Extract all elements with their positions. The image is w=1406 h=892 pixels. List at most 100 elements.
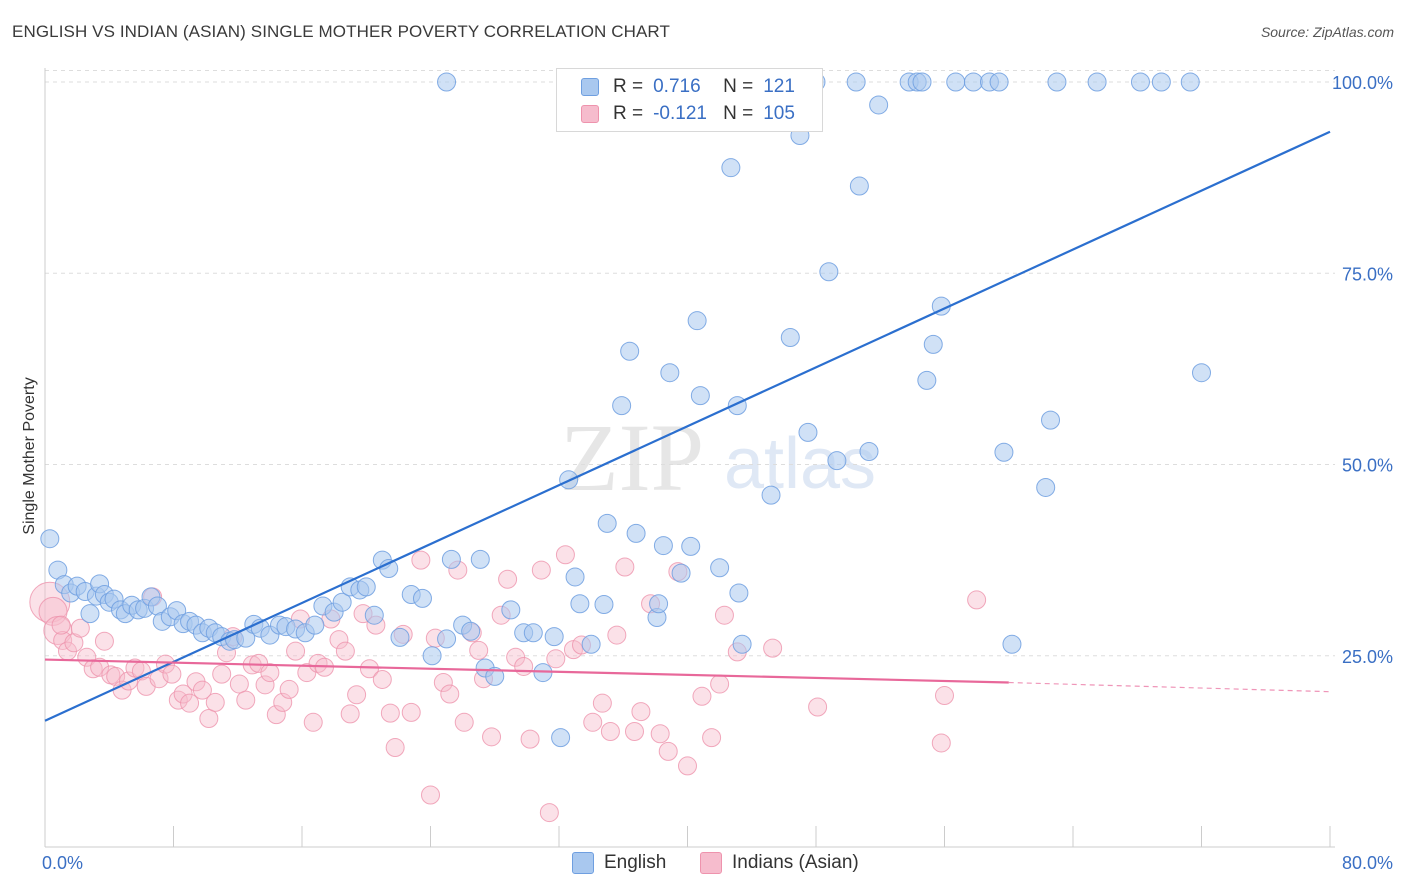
english-point bbox=[364, 605, 384, 625]
english-point bbox=[780, 328, 800, 348]
english-point bbox=[732, 634, 752, 654]
indian-point bbox=[372, 669, 392, 689]
english-point bbox=[1180, 72, 1200, 92]
english-point bbox=[671, 563, 691, 583]
english-point bbox=[1036, 477, 1056, 497]
chart-title: ENGLISH VS INDIAN (ASIAN) SINGLE MOTHER … bbox=[12, 22, 670, 41]
y-tick-label: 100.0% bbox=[1332, 73, 1393, 93]
indian-point bbox=[678, 756, 697, 776]
watermark: ZIP atlas bbox=[560, 404, 876, 511]
bottom-legend-indian: Indians (Asian) bbox=[700, 852, 859, 874]
indian-point bbox=[77, 647, 97, 667]
indian-point bbox=[624, 721, 644, 741]
indian-point bbox=[631, 702, 651, 722]
english-point bbox=[1130, 72, 1150, 92]
english-point bbox=[570, 594, 590, 614]
indian-point bbox=[615, 557, 635, 577]
indian-point bbox=[335, 641, 355, 661]
watermark-zip: ZIP bbox=[560, 404, 704, 511]
indian-point bbox=[546, 649, 566, 669]
english-point bbox=[687, 311, 707, 331]
indian-point bbox=[440, 684, 460, 704]
indian-swatch bbox=[700, 852, 722, 874]
english-legend-label: English bbox=[604, 852, 667, 873]
english-r-value: 0.716 bbox=[653, 76, 701, 97]
english-point bbox=[798, 422, 818, 442]
indian-point bbox=[514, 656, 534, 676]
indian-point bbox=[212, 664, 232, 684]
indian-point bbox=[51, 615, 71, 635]
english-point bbox=[80, 604, 100, 624]
correlation-legend: R = 0.716 N = 121 R = -0.121 N = 105 bbox=[556, 68, 823, 132]
english-point bbox=[565, 567, 585, 587]
indian-n-value: 105 bbox=[763, 103, 795, 124]
indian-point bbox=[303, 712, 323, 732]
indian-point bbox=[935, 686, 954, 706]
legend-row-indian: R = -0.121 N = 105 bbox=[581, 103, 795, 125]
english-point bbox=[660, 363, 680, 383]
x-tick-label-min: 0.0% bbox=[42, 853, 83, 873]
indian-point bbox=[90, 657, 110, 677]
english-point bbox=[946, 72, 966, 92]
english-point bbox=[923, 334, 943, 354]
english-point bbox=[422, 646, 442, 666]
indian-point bbox=[607, 625, 627, 645]
indian-point bbox=[539, 803, 559, 823]
indian-point bbox=[592, 693, 612, 713]
indian-point bbox=[763, 638, 783, 658]
english-point bbox=[551, 728, 571, 748]
english-point bbox=[917, 370, 937, 390]
indian-point bbox=[260, 663, 280, 683]
indian-point bbox=[347, 685, 367, 705]
source-label: Source: ZipAtlas.com bbox=[1260, 24, 1394, 40]
english-point bbox=[1047, 72, 1067, 92]
indian-point bbox=[199, 708, 219, 728]
english-point bbox=[612, 396, 632, 416]
english-point bbox=[305, 615, 325, 635]
indian-point bbox=[421, 785, 440, 805]
english-point bbox=[649, 594, 669, 614]
indian-point bbox=[710, 674, 730, 694]
english-points bbox=[40, 72, 1211, 748]
indian-point bbox=[70, 618, 90, 638]
english-point bbox=[597, 513, 617, 533]
english-point bbox=[390, 627, 410, 647]
english-point bbox=[332, 592, 352, 612]
indian-point bbox=[931, 733, 951, 753]
indian-point bbox=[967, 590, 987, 610]
english-point bbox=[849, 176, 869, 196]
indian-point bbox=[162, 664, 182, 684]
indian-point bbox=[266, 705, 286, 725]
english-point bbox=[523, 623, 543, 643]
indian-point bbox=[329, 630, 349, 650]
indian-point bbox=[279, 679, 299, 699]
english-point bbox=[437, 72, 457, 92]
indian-point bbox=[205, 692, 225, 712]
indian-point bbox=[692, 686, 712, 706]
indian-point bbox=[433, 673, 453, 693]
indian-point bbox=[469, 640, 489, 660]
indian-point bbox=[555, 545, 575, 565]
english-point bbox=[594, 594, 614, 614]
english-point bbox=[963, 72, 983, 92]
english-point bbox=[581, 634, 601, 654]
english-point bbox=[690, 386, 710, 406]
english-point bbox=[40, 529, 60, 549]
english-point bbox=[1192, 363, 1211, 383]
bottom-legend-english: English bbox=[572, 852, 666, 874]
english-point bbox=[710, 558, 730, 578]
indian-point bbox=[401, 702, 421, 722]
english-point bbox=[721, 158, 741, 178]
english-trend-line bbox=[44, 130, 1331, 722]
english-point bbox=[412, 588, 432, 608]
indian-point bbox=[38, 596, 68, 626]
indian-point bbox=[808, 697, 828, 717]
indian-point bbox=[531, 560, 551, 580]
legend-r-label: R = bbox=[613, 76, 644, 97]
indian-point bbox=[520, 729, 540, 749]
indian-trend-extension bbox=[1008, 681, 1331, 693]
english-point bbox=[379, 559, 399, 579]
indian-point bbox=[173, 684, 193, 704]
indian-point bbox=[583, 712, 603, 732]
